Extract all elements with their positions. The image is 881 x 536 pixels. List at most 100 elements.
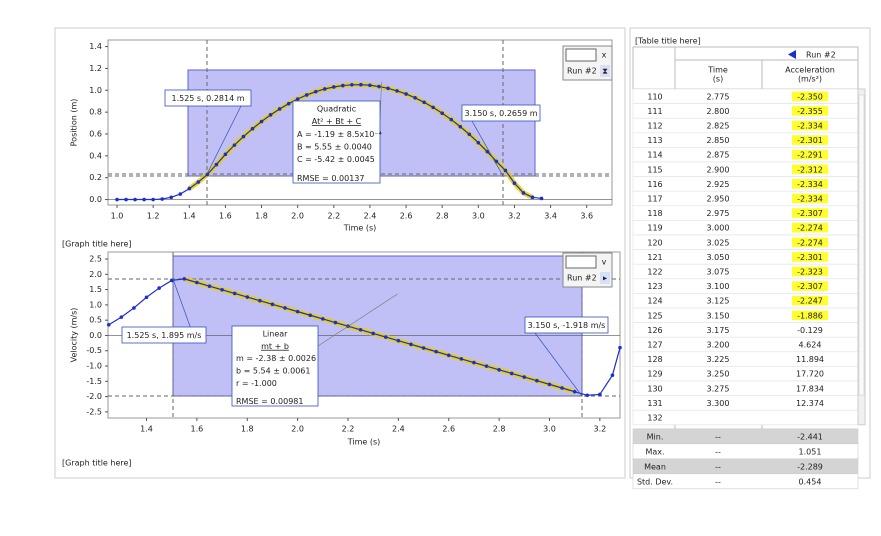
x-tick-label: 1.4 [183, 212, 196, 221]
selection-highlight [792, 310, 828, 321]
data-point [386, 86, 390, 91]
table-row [632, 380, 859, 396]
y-tick-label: 0.6 [89, 129, 102, 138]
row-number: 130 [647, 384, 662, 393]
selection-highlight [792, 252, 828, 262]
time-cell: 2.825 [707, 122, 730, 131]
y-tick-label: 2.0 [89, 270, 102, 279]
time-cell: 3.050 [707, 253, 730, 262]
data-point [341, 83, 345, 88]
acc-cell: -2.274 [797, 238, 823, 247]
data-point [503, 168, 508, 173]
marker-box [524, 316, 609, 334]
fit-leader [317, 293, 398, 347]
y-tick-label: 0.0 [89, 195, 102, 204]
column-field[interactable] [565, 48, 597, 62]
y-tick-label: 0.8 [89, 108, 102, 117]
graph-title: [Graph title here] [62, 459, 132, 468]
data-point [449, 117, 454, 122]
data-point [308, 313, 313, 318]
data-point [530, 195, 535, 200]
x-tick-label: 1.4 [140, 425, 153, 434]
data-point [115, 197, 119, 202]
y-axis-label: Position (m) [70, 99, 79, 147]
data-point [459, 357, 464, 361]
scrollbar-thumb[interactable] [858, 94, 865, 396]
x-tick-label: 3.2 [593, 425, 606, 434]
table-row [632, 366, 859, 382]
column-header: Time [707, 66, 728, 75]
row-number: 123 [647, 282, 662, 291]
column-field-label: v [602, 258, 607, 267]
selection-highlight [792, 281, 828, 291]
data-point [409, 342, 413, 347]
data-point [195, 280, 199, 285]
stats-time: -- [715, 447, 721, 456]
data-point [178, 192, 183, 196]
data-point [119, 315, 124, 319]
x-tick-label: 2.4 [392, 425, 405, 434]
column-header: (s) [713, 75, 723, 84]
data-point [277, 107, 282, 111]
row-number: 131 [647, 399, 662, 408]
data-point [485, 149, 490, 154]
table-row [632, 409, 859, 426]
y-tick-label: -0.5 [86, 346, 102, 355]
time-cell: 2.850 [707, 136, 730, 145]
data-point [268, 113, 273, 117]
row-number: 117 [647, 195, 662, 204]
stats-time: -- [715, 462, 721, 471]
marker-label: 3.150 s, -1.918 m/s [528, 321, 606, 330]
x-tick-label: 2.2 [342, 425, 355, 434]
x-tick-label: 1.8 [241, 425, 254, 434]
x-tick-label: 3.0 [472, 212, 485, 221]
acc-cell: -2.312 [797, 165, 823, 174]
time-cell: 3.175 [707, 326, 730, 335]
time-cell: 3.150 [707, 311, 730, 320]
column-field[interactable] [565, 255, 597, 269]
x-tick-label: 2.0 [291, 212, 304, 221]
selection-highlight [792, 135, 828, 145]
selection-highlight [792, 179, 828, 189]
acc-cell: -2.334 [797, 122, 823, 131]
data-point [598, 392, 602, 397]
y-tick-label: -1.5 [86, 377, 102, 386]
data-point [396, 338, 401, 343]
time-cell: 3.300 [707, 399, 730, 408]
data-point [144, 295, 149, 300]
acc-cell: -2.350 [797, 92, 823, 101]
fit-box [292, 100, 381, 184]
data-point [350, 83, 354, 87]
selection-highlight [792, 295, 828, 306]
acc-cell: 17.834 [796, 384, 824, 393]
row-number: 132 [647, 414, 662, 423]
marker-box [164, 89, 252, 107]
row-number: 119 [647, 224, 662, 233]
y-axis-label: Velocity (m/s) [70, 308, 79, 363]
x-tick-label: 1.6 [219, 212, 232, 221]
acc-cell: -2.274 [797, 224, 823, 233]
time-cell: 2.775 [707, 92, 730, 101]
marker-box [461, 104, 541, 122]
data-point [259, 119, 264, 124]
data-point [270, 302, 275, 307]
data-point [368, 83, 372, 88]
acc-cell: -2.291 [797, 151, 823, 160]
time-cell: 3.125 [707, 297, 730, 306]
data-point [232, 143, 237, 147]
time-cell: 3.200 [707, 341, 730, 350]
time-cell: 2.950 [707, 195, 730, 204]
y-tick-label: 1.5 [89, 285, 102, 294]
stats-time: -- [715, 432, 721, 441]
data-point [304, 93, 309, 97]
column-field-label: x [602, 51, 607, 60]
data-line [108, 278, 621, 396]
data-point [295, 97, 300, 101]
acc-cell: 11.894 [796, 355, 824, 364]
data-point [286, 101, 291, 106]
row-number: 114 [647, 151, 662, 160]
acc-cell: -2.334 [797, 180, 823, 189]
legend-icon [600, 272, 610, 284]
selection-highlight [792, 193, 828, 204]
data-point [205, 172, 210, 177]
